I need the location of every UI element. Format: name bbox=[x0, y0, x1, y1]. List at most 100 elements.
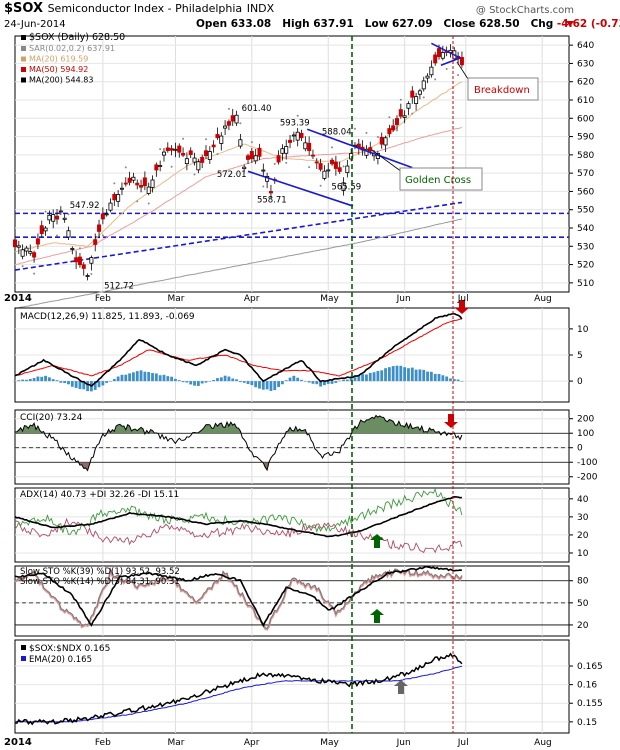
y-tick-label: -100 bbox=[577, 458, 598, 468]
macd-hist-bar bbox=[353, 377, 357, 382]
macd-hist-bar bbox=[47, 377, 51, 382]
price-annotation: 588.04 bbox=[322, 128, 352, 138]
macd-hist-bar bbox=[120, 374, 124, 382]
macd-hist-bar bbox=[82, 381, 86, 390]
cci-line bbox=[14, 414, 463, 472]
candle-body bbox=[203, 150, 208, 157]
candle-body bbox=[135, 182, 140, 186]
ema-title: EMA(20) 0.165 bbox=[29, 655, 92, 665]
sar-dot bbox=[170, 165, 173, 168]
x-axis-label: Feb bbox=[95, 294, 111, 304]
candle-body bbox=[303, 142, 308, 150]
candle-body bbox=[414, 96, 419, 104]
candle-body bbox=[345, 165, 350, 173]
macd-hist-bar bbox=[238, 381, 242, 383]
sar-dot bbox=[353, 127, 356, 130]
y-tick-label: 630 bbox=[577, 59, 594, 69]
candle-body bbox=[318, 163, 323, 170]
candle-body bbox=[295, 131, 300, 141]
macd-hist-bar bbox=[261, 381, 265, 390]
x-axis-label: Jul bbox=[457, 294, 469, 304]
macd-hist-bar bbox=[254, 381, 258, 388]
legend-entry: MA(20) 619.59 bbox=[29, 55, 88, 64]
sar-dot bbox=[101, 234, 104, 237]
sar-dot bbox=[216, 153, 219, 156]
golden-cross-label: Golden Cross bbox=[405, 175, 471, 186]
sar-dot bbox=[250, 141, 253, 144]
sar-dot bbox=[239, 122, 242, 125]
golden-cross-box bbox=[399, 167, 483, 191]
candle-body bbox=[12, 239, 17, 248]
sar-dot bbox=[182, 137, 185, 140]
candle-body bbox=[261, 169, 266, 172]
candle-body bbox=[112, 194, 117, 201]
candle-body bbox=[184, 158, 189, 165]
macd-hist-bar bbox=[223, 375, 227, 382]
macd-hist-bar bbox=[143, 371, 147, 382]
macd-hist-bar bbox=[349, 377, 353, 382]
candle-body bbox=[291, 134, 296, 137]
legend-swatch bbox=[21, 46, 26, 51]
legend-swatch bbox=[21, 67, 26, 72]
candle-body bbox=[253, 155, 258, 162]
y-tick-label: 5 bbox=[577, 351, 583, 361]
candle-body bbox=[330, 159, 335, 165]
candle-body bbox=[188, 150, 193, 156]
candle-body bbox=[429, 66, 434, 76]
macd-hist-bar bbox=[384, 368, 387, 382]
y-tick-label: 20 bbox=[577, 621, 589, 631]
top-trendline-2 bbox=[440, 57, 461, 67]
price-annotation: 593.39 bbox=[280, 119, 310, 129]
candle-body bbox=[268, 191, 273, 194]
macd-hist-bar bbox=[154, 373, 158, 382]
x-axis-label: Jun bbox=[396, 738, 411, 748]
macd-hist-bar bbox=[97, 381, 101, 388]
panel-frame-4 bbox=[14, 565, 570, 637]
y-tick-label: 0 bbox=[577, 444, 583, 454]
macd-hist-bar bbox=[132, 372, 135, 382]
y-tick-label: 600 bbox=[577, 114, 594, 124]
macd-hist-bar bbox=[387, 367, 391, 382]
candle-body bbox=[322, 170, 327, 179]
candle-body bbox=[211, 144, 216, 148]
x-axis-label: Aug bbox=[534, 738, 552, 748]
candle-body bbox=[104, 213, 109, 216]
candle-body bbox=[161, 151, 166, 156]
macd-hist-bar bbox=[181, 381, 185, 383]
candle-body bbox=[127, 177, 132, 183]
y-tick-label: 620 bbox=[577, 78, 594, 88]
macd-hist-bar bbox=[216, 378, 219, 382]
candle-body bbox=[200, 156, 205, 163]
y-tick-label: 0.165 bbox=[577, 662, 603, 672]
candle-body bbox=[333, 161, 338, 169]
macd-hist-bar bbox=[208, 381, 212, 382]
golden-cross-leader bbox=[371, 149, 403, 173]
macd-hist-bar bbox=[342, 379, 345, 382]
candle-body bbox=[43, 227, 48, 232]
candle-body bbox=[20, 249, 25, 257]
candle-body bbox=[116, 194, 121, 202]
rising-trendline bbox=[14, 201, 463, 271]
price-annotation: 572.01 bbox=[217, 170, 247, 180]
sar-dot bbox=[445, 67, 448, 70]
macd-hist-bar bbox=[292, 375, 296, 382]
candle-body bbox=[196, 161, 201, 171]
ratio-title: $SOX:$NDX 0.165 bbox=[29, 644, 110, 654]
macd-hist-bar bbox=[460, 381, 464, 382]
sto39-line bbox=[14, 565, 462, 628]
candle-body bbox=[383, 137, 388, 146]
macd-hist-bar bbox=[74, 381, 78, 388]
y-tick-label: 10 bbox=[577, 325, 589, 335]
macd-hist-bar bbox=[334, 381, 338, 383]
y-tick-label: -200 bbox=[577, 473, 598, 483]
candle-body bbox=[288, 139, 293, 143]
sar-dot bbox=[147, 202, 150, 205]
candle-body bbox=[402, 115, 407, 118]
macd-hist-bar bbox=[284, 380, 288, 382]
candle-body bbox=[142, 177, 147, 187]
candle-body bbox=[242, 166, 247, 170]
sar-dot bbox=[227, 107, 230, 110]
x-axis-label: 2014 bbox=[4, 293, 32, 304]
candle-body bbox=[326, 169, 331, 172]
macd-signal-line bbox=[14, 318, 463, 377]
